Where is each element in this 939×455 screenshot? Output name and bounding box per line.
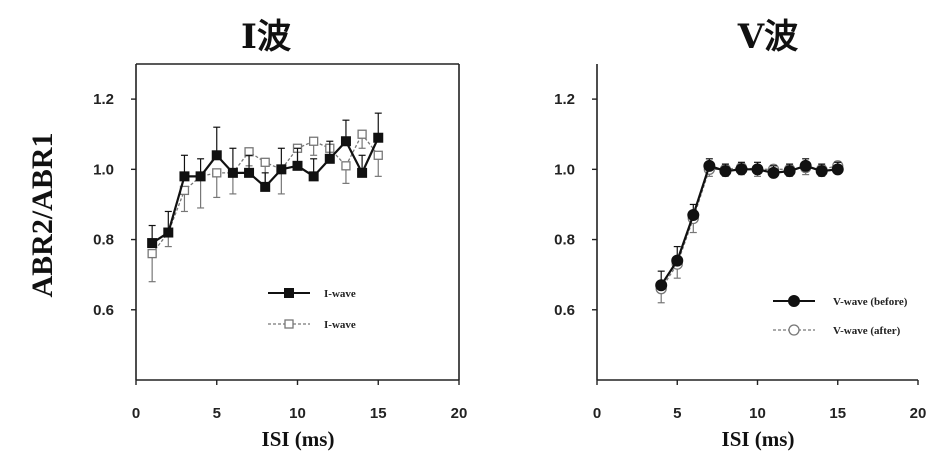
data-point-marker [179, 171, 190, 182]
x-tick-label: 5 [673, 405, 681, 422]
data-point-marker [655, 279, 668, 292]
chart-title: V波 [737, 17, 798, 57]
data-point-marker [211, 150, 222, 161]
series-line [660, 165, 838, 290]
chart-panel-2: V波 ISI (ms) 0 5 10 15 20 0.6 0.8 1.0 1.2 V-wave (… [554, 17, 926, 451]
plot-area: 0 5 10 15 200.60.81.01.2V-wave (before)V-wav… [554, 64, 926, 422]
y-tick-label: 1.0 [93, 161, 114, 178]
data-point-marker [735, 163, 748, 176]
data-point-marker [815, 165, 828, 178]
y-tick-label: 0.8 [93, 232, 114, 249]
data-point-marker [687, 208, 700, 221]
data-point-marker [799, 159, 812, 172]
y-tick-label: 1.2 [554, 91, 575, 108]
data-point-marker [308, 171, 319, 182]
data-point-marker [163, 227, 174, 238]
data-point-marker [195, 171, 206, 182]
data-point-marker [783, 165, 796, 178]
data-point-marker [357, 129, 367, 139]
data-point-marker [227, 167, 238, 178]
data-point-marker [788, 324, 800, 336]
x-tick-label: 15 [829, 405, 846, 422]
data-point-marker [276, 164, 287, 175]
data-point-marker [373, 150, 383, 160]
data-point-marker [212, 168, 222, 178]
data-point-marker [671, 254, 684, 267]
legend-label: V-wave (after) [833, 325, 901, 337]
data-point-marker [147, 238, 158, 249]
data-point-marker [284, 319, 294, 329]
y-tick-label: 0.6 [554, 302, 575, 319]
legend-item: V-wave (before) [773, 295, 908, 308]
data-point-marker [341, 161, 351, 171]
series-2 [655, 160, 844, 304]
legend-item: I-wave [268, 319, 356, 331]
legend-item: I-wave [268, 288, 356, 300]
data-point-marker [357, 167, 368, 178]
series-1 [147, 112, 384, 249]
data-point-marker [373, 132, 384, 143]
data-point-marker [244, 147, 254, 157]
legend-label: V-wave (before) [833, 296, 908, 308]
plot-area: 0 5 10 15 20 0.6 0.8 1.0 1.2 I-wave I-wave [93, 63, 468, 422]
series-1 [655, 158, 844, 292]
data-point-marker [244, 167, 255, 178]
legend-label: I-wave [324, 319, 356, 331]
x-axis-label: ISI (ms) [722, 427, 795, 451]
x-tick-label: 15 [370, 405, 387, 422]
series-line [660, 164, 838, 286]
data-point-marker [260, 181, 271, 192]
x-tick-label: 0 [132, 405, 140, 422]
x-tick-label: 20 [910, 405, 927, 422]
legend: I-wave I-wave [268, 288, 356, 331]
chart-panel-1: I波 ISI (ms) 0 5 10 15 200.60.81.01.2I-waveI-… [93, 17, 467, 451]
chart-title: I波 [241, 17, 291, 57]
legend: V-wave (before) V-wave (after) [773, 295, 908, 337]
data-point-marker [284, 288, 294, 298]
data-point-marker [703, 159, 716, 172]
series-2 [147, 129, 383, 283]
x-axis-label: ISI (ms) [262, 427, 335, 451]
data-point-marker [147, 248, 157, 259]
x-tick-label: 10 [749, 405, 766, 422]
data-point-marker [308, 136, 319, 146]
data-point-marker [292, 160, 303, 171]
data-point-marker [831, 163, 844, 176]
x-tick-label: 20 [451, 405, 468, 422]
y-tick-label: 0.8 [554, 232, 575, 249]
data-point-marker [719, 165, 732, 178]
figure-ylabel: ABR2/ABR1 [26, 132, 59, 297]
y-tick-label: 0.6 [93, 302, 114, 319]
data-point-marker [340, 136, 351, 147]
data-point-marker [324, 153, 335, 164]
data-point-marker [788, 295, 800, 307]
x-tick-label: 10 [289, 405, 306, 422]
legend-label: I-wave [324, 288, 356, 300]
data-point-marker [767, 166, 780, 179]
x-tick-label: 5 [213, 405, 221, 422]
data-point-marker [751, 163, 764, 176]
y-tick-label: 1.2 [93, 91, 114, 108]
y-tick-label: 1.0 [554, 161, 575, 178]
x-tick-label: 0 [593, 405, 601, 422]
legend-item: V-wave (after) [773, 324, 901, 337]
data-point-marker [260, 157, 270, 167]
